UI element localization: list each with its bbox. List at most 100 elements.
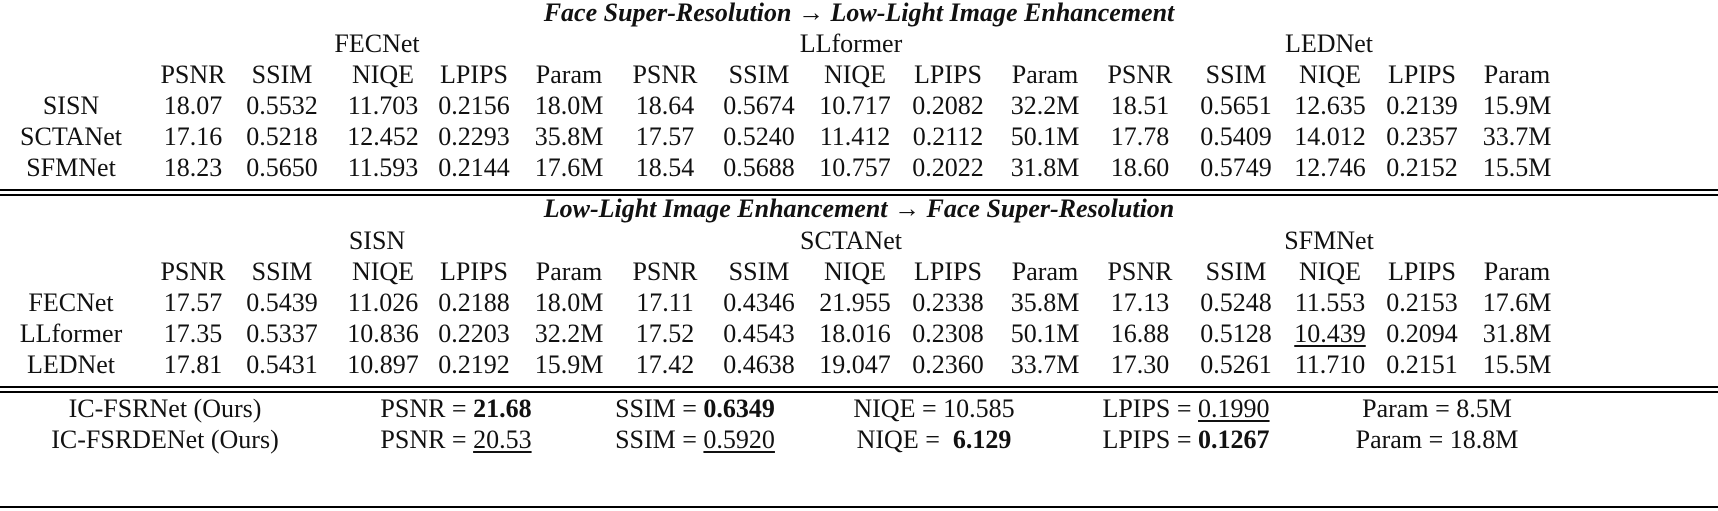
table-cell: 18.0M — [534, 288, 604, 317]
table-cell: 17.6M — [1482, 288, 1552, 317]
table-cell: 12.452 — [347, 122, 419, 151]
table-cell: 10.836 — [347, 319, 419, 348]
table-cell: 0.5532 — [246, 91, 318, 120]
table-cell: 17.30 — [1110, 350, 1170, 379]
table-cell: 0.5431 — [246, 350, 318, 379]
double-rule-top-a — [0, 189, 1718, 191]
table-cell: 0.2112 — [912, 122, 984, 151]
table-cell: 17.16 — [163, 122, 223, 151]
table-cell: 17.57 — [635, 122, 695, 151]
ours-metric-label: SSIM = — [615, 425, 704, 454]
table-cell: 11.710 — [1294, 350, 1366, 379]
metric-header: LPIPS — [440, 60, 508, 89]
table-cell: 17.78 — [1110, 122, 1170, 151]
ours-metric-label: PSNR = — [380, 394, 474, 423]
table-cell: 0.5439 — [246, 288, 318, 317]
table-cell: 50.1M — [1010, 319, 1080, 348]
table-cell: 32.2M — [534, 319, 604, 348]
ours-metric-label: Param = — [1355, 425, 1450, 454]
ours-metric-value: 0.1990 — [1198, 394, 1270, 423]
table-cell: 14.012 — [1294, 122, 1366, 151]
table-cell: 32.2M — [1010, 91, 1080, 120]
ours-metric: PSNR = 20.53 — [380, 423, 531, 457]
table-cell: 0.2360 — [912, 350, 984, 379]
ours-metric: SSIM = 0.6349 — [615, 392, 775, 426]
table-cell: 17.13 — [1110, 288, 1170, 317]
metric-header: PSNR — [632, 257, 698, 286]
section-title-top: Face Super-Resolution → Low-Light Image … — [543, 0, 1175, 27]
table-cell: 0.2139 — [1386, 91, 1458, 120]
table-cell: 11.553 — [1294, 288, 1366, 317]
section-title-bottom: Low-Light Image Enhancement → Face Super… — [543, 194, 1175, 223]
table-cell: 17.11 — [636, 288, 694, 317]
table-cell: 35.8M — [534, 122, 604, 151]
table-cell: 11.703 — [347, 91, 419, 120]
table-cell: 0.5218 — [246, 122, 318, 151]
metric-header: LPIPS — [440, 257, 508, 286]
table-cell: 12.635 — [1294, 91, 1366, 120]
table-cell: 18.07 — [163, 91, 223, 120]
metric-header: PSNR — [160, 60, 226, 89]
double-rule-bottom-b — [0, 391, 1718, 393]
table-cell: 0.2338 — [912, 288, 984, 317]
table-cell: 0.5650 — [246, 153, 318, 182]
row-method-name: FECNet — [28, 288, 114, 317]
table-cell: 18.016 — [819, 319, 891, 348]
metric-header: SSIM — [251, 257, 313, 286]
row-method-name: SFMNet — [26, 153, 116, 182]
table-cell: 10.717 — [819, 91, 891, 120]
row-method-name: LEDNet — [26, 350, 116, 379]
table-cell: 18.60 — [1110, 153, 1170, 182]
metric-header: Param — [535, 60, 603, 89]
table-cell: 0.5688 — [723, 153, 795, 182]
table-cell: 18.51 — [1110, 91, 1170, 120]
table-cell: 17.42 — [635, 350, 695, 379]
metric-header: PSNR — [632, 60, 698, 89]
table-cell: 0.2203 — [438, 319, 510, 348]
metric-header: SSIM — [251, 60, 313, 89]
metric-header: LPIPS — [914, 257, 982, 286]
ours-metric-value: 0.1267 — [1198, 425, 1270, 454]
table-cell: 10.897 — [347, 350, 419, 379]
ours-metric: Param = 18.8M — [1356, 423, 1519, 457]
metric-header: NIQE — [351, 60, 415, 89]
table-cell: 11.026 — [347, 288, 419, 317]
table-cell: 17.81 — [163, 350, 223, 379]
table-cell: 0.5128 — [1200, 319, 1272, 348]
table-cell: 19.047 — [819, 350, 891, 379]
metric-header: Param — [1483, 60, 1551, 89]
ours-metric: PSNR = 21.68 — [380, 392, 531, 426]
table-cell: 0.4543 — [723, 319, 795, 348]
metric-header: Param — [535, 257, 603, 286]
metric-header: NIQE — [1298, 257, 1362, 286]
table-cell: 0.4638 — [723, 350, 795, 379]
table-cell: 0.2308 — [912, 319, 984, 348]
ours-metric: LPIPS = 0.1267 — [1102, 423, 1269, 457]
ours-metric: SSIM = 0.5920 — [615, 423, 775, 457]
metric-header: Param — [1011, 60, 1079, 89]
table-cell: 31.8M — [1482, 319, 1552, 348]
ours-metric-value: 0.5920 — [703, 425, 775, 454]
table-cell: 11.412 — [819, 122, 891, 151]
metric-header: NIQE — [823, 60, 887, 89]
metric-header: NIQE — [823, 257, 887, 286]
table-cell: 11.593 — [347, 153, 419, 182]
ours-metric-value: 0.6349 — [703, 394, 775, 423]
table-cell: 0.5651 — [1200, 91, 1272, 120]
group-header: SCTANet — [800, 226, 902, 255]
table-cell: 21.955 — [819, 288, 891, 317]
table-cell: 0.2151 — [1386, 350, 1458, 379]
table-cell: 0.4346 — [723, 288, 795, 317]
table-cell: 33.7M — [1010, 350, 1080, 379]
table-cell: 35.8M — [1010, 288, 1080, 317]
ours-metric: NIQE = 6.129 — [857, 423, 1012, 457]
group-header: FECNet — [334, 29, 420, 58]
table-cell: 0.2153 — [1386, 288, 1458, 317]
table-cell: 0.5409 — [1200, 122, 1272, 151]
table-cell: 0.5674 — [723, 91, 795, 120]
table-cell: 0.2156 — [438, 91, 510, 120]
double-rule-bottom-a — [0, 386, 1718, 388]
ours-metric-label: LPIPS = — [1102, 394, 1199, 423]
table-cell: 17.35 — [163, 319, 223, 348]
